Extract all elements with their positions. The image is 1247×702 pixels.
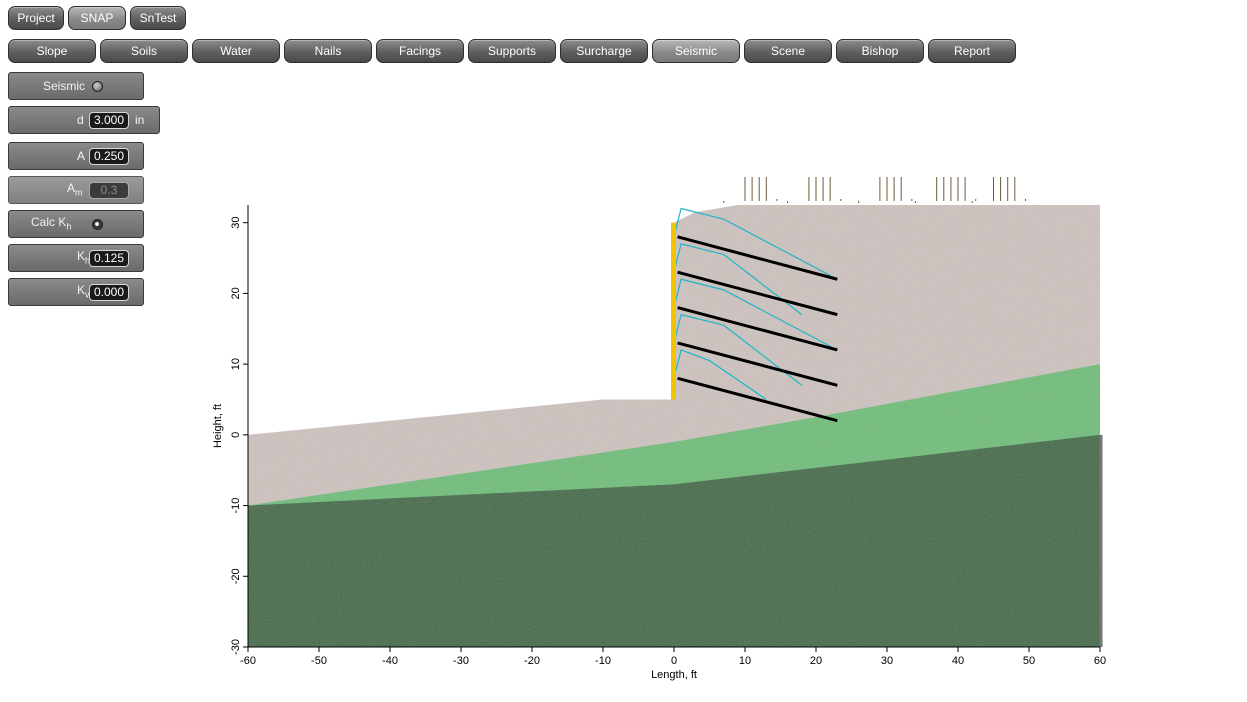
kv-label: Kv <box>77 283 90 300</box>
tab-scene[interactable]: Scene <box>744 39 832 63</box>
am-value-field: 0.3 <box>89 182 129 199</box>
soil-nail <box>677 376 838 423</box>
a-param-row: A 0.250 <box>8 142 144 170</box>
d-label: d <box>77 113 84 127</box>
slip-surface-line <box>673 207 838 280</box>
tab-water[interactable]: Water <box>192 39 280 63</box>
x-tick-label: -10 <box>595 655 611 667</box>
calc-kh-row[interactable]: Calc Kh <box>8 210 144 238</box>
x-tick-label: -40 <box>382 655 398 667</box>
soil-nail <box>677 341 838 387</box>
kv-param-row: Kv 0.000 <box>8 278 144 306</box>
x-tick-label: -30 <box>453 655 469 667</box>
y-tick-label: 0 <box>230 432 242 438</box>
y-tick-label: 10 <box>230 358 242 370</box>
x-tick-label: 30 <box>881 655 893 667</box>
y-axis-label: Height, ft <box>212 404 224 448</box>
tab-report[interactable]: Report <box>928 39 1016 63</box>
wall-facing <box>671 222 676 400</box>
x-tick-label: 0 <box>671 655 677 667</box>
x-tick-label: 10 <box>739 655 751 667</box>
am-label: Am <box>67 181 83 198</box>
calc-kh-radio[interactable] <box>92 219 103 230</box>
tab-bishop[interactable]: Bishop <box>836 39 924 63</box>
seismic-toggle-row[interactable]: Seismic <box>8 72 144 100</box>
slip-surface-line <box>673 278 838 351</box>
top-tab-project[interactable]: Project <box>8 6 64 30</box>
kh-param-row: Kh 0.125 <box>8 244 144 272</box>
d-value-field[interactable]: 3.000 <box>89 112 129 129</box>
top-tab-sntest[interactable]: SnTest <box>130 6 186 30</box>
d-param-row: d 3.000 in <box>8 106 160 134</box>
y-tick-label: 20 <box>230 287 242 299</box>
x-tick-label: -60 <box>240 655 256 667</box>
kv-value-field[interactable]: 0.000 <box>89 284 129 301</box>
soil-nail <box>677 235 838 281</box>
y-tick-label: -30 <box>230 639 242 655</box>
tab-supports[interactable]: Supports <box>468 39 556 63</box>
kh-label: Kh <box>77 249 91 266</box>
y-tick-label: 30 <box>230 217 242 229</box>
tab-nails[interactable]: Nails <box>284 39 372 63</box>
d-unit-label: in <box>135 113 145 127</box>
bedrock-layer <box>248 434 1100 647</box>
a-value-field[interactable]: 0.250 <box>89 148 129 165</box>
top-tab-snap[interactable]: SNAP <box>68 6 126 30</box>
x-tick-label: -50 <box>311 655 327 667</box>
seismic-label: Seismic <box>43 79 86 93</box>
x-tick-label: -20 <box>524 655 540 667</box>
soil-nail <box>677 270 838 317</box>
y-tick-label: -10 <box>230 498 242 514</box>
x-tick-label: 40 <box>952 655 964 667</box>
soil-nail <box>677 306 838 352</box>
x-tick-label: 60 <box>1094 655 1106 667</box>
tab-soils[interactable]: Soils <box>100 39 188 63</box>
a-label: A <box>77 149 86 163</box>
slip-surface-line <box>673 349 767 400</box>
tab-facings[interactable]: Facings <box>376 39 464 63</box>
am-param-row: Am 0.3 <box>8 176 144 204</box>
seismic-toggle-radio[interactable] <box>92 81 103 92</box>
x-tick-label: 20 <box>810 655 822 667</box>
tab-seismic[interactable]: Seismic <box>652 39 740 63</box>
slip-surface-line <box>673 313 803 386</box>
y-tick-label: -20 <box>230 568 242 584</box>
tab-slope[interactable]: Slope <box>8 39 96 63</box>
kh-value-field[interactable]: 0.125 <box>89 250 129 267</box>
slip-surface-line <box>673 243 803 316</box>
calc-kh-label: Calc Kh <box>31 215 72 232</box>
tab-surcharge[interactable]: Surcharge <box>560 39 648 63</box>
x-axis-label: Length, ft <box>651 669 697 681</box>
x-tick-label: 50 <box>1023 655 1035 667</box>
